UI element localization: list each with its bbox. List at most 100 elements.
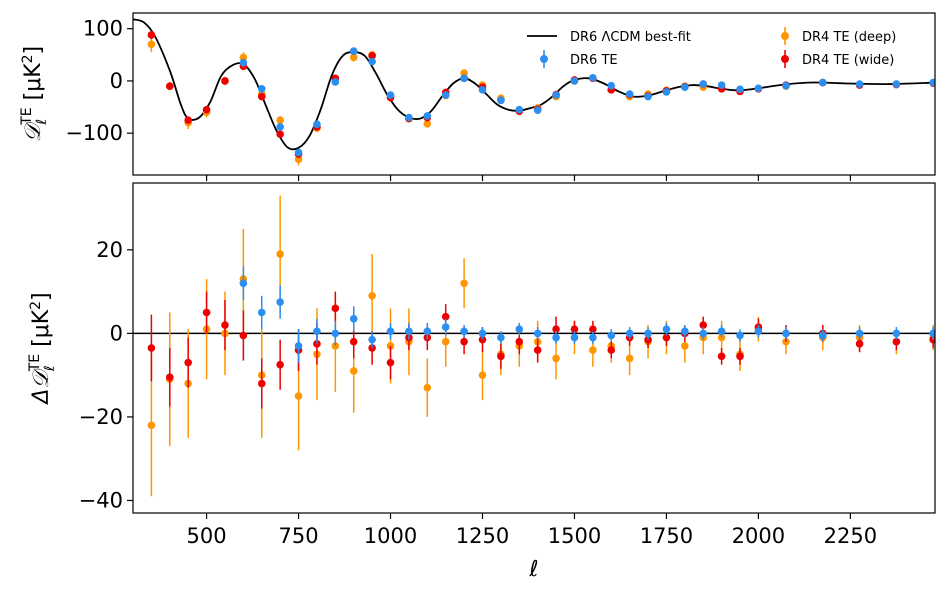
bottom-ylabel-close: ] — [29, 292, 54, 301]
bottom-point-dr4-te-wide — [147, 344, 156, 352]
bottom-point-dr4-te-wide — [257, 379, 266, 388]
legend-marker-wide — [781, 55, 789, 63]
legend: DR6 ΛCDM best-fit DR4 TE (deep) DR6 TE D… — [527, 27, 896, 68]
bottom-point-dr6-te — [625, 329, 634, 338]
bottom-point-dr4-te-deep — [147, 421, 156, 430]
top-y-tick-label: 100 — [83, 17, 123, 41]
bottom-point-dr4-te-deep — [717, 333, 726, 342]
bottom-point-dr4-te-deep — [294, 392, 303, 400]
bottom-point-dr6-te — [478, 329, 487, 338]
top-point-dr4-te-deep — [349, 53, 358, 62]
bottom-panel: 20 0 −20 −40 500 750 1000 1250 1500 1750 2000 2250… — [27, 182, 936, 582]
bottom-point-dr6-te — [681, 327, 689, 336]
top-point-dr6-te — [349, 47, 358, 55]
bottom-point-dr4-te-wide — [855, 340, 864, 348]
legend-label-dr6: DR6 TE — [570, 53, 618, 68]
top-point-dr4-te-deep — [147, 40, 156, 49]
bottom-point-dr6-te — [607, 331, 616, 340]
top-point-dr6-te — [294, 148, 303, 157]
bottom-point-dr4-te-wide — [313, 340, 321, 348]
top-point-dr4-te-wide — [184, 116, 192, 124]
legend-label-wide: DR4 TE (wide) — [802, 53, 894, 68]
bottom-point-dr4-te-wide — [202, 308, 211, 317]
bottom-point-dr4-te-wide — [717, 352, 726, 361]
bottom-point-dr4-te-wide — [331, 304, 340, 313]
top-point-dr6-te — [533, 106, 542, 114]
bottom-point-dr6-te — [441, 323, 450, 331]
bottom-point-dr6-te — [552, 333, 560, 342]
top-ylabel-sup: TE — [19, 107, 35, 125]
bottom-point-dr4-te-wide — [165, 373, 174, 382]
bottom-point-dr4-te-wide — [184, 358, 192, 367]
bottom-point-dr6-te — [257, 308, 266, 317]
top-ylabel-main: 𝒟 — [21, 120, 46, 142]
bottom-x-tick-label: 1500 — [548, 524, 601, 548]
top-ylabel-sub: ℓ — [34, 119, 50, 126]
top-point-dr4-te-wide — [257, 92, 266, 101]
bottom-point-dr4-te-wide — [441, 312, 450, 321]
bottom-point-dr4-te-wide — [892, 337, 901, 346]
bottom-x-tick-label: 1250 — [456, 524, 509, 548]
top-y-tick-label: 0 — [110, 69, 123, 93]
top-point-dr4-te-wide — [276, 130, 284, 139]
bottom-point-dr4-te-wide — [497, 352, 505, 361]
bottom-x-tick-label: 1750 — [640, 524, 693, 548]
bottom-point-dr6-te — [929, 329, 935, 338]
bottom-point-dr4-te-wide — [276, 360, 284, 369]
bottom-point-dr6-te — [855, 329, 864, 338]
bottom-point-dr4-te-deep — [368, 291, 376, 300]
bottom-x-tick-label: 2250 — [824, 524, 877, 548]
bottom-y-tick-label: −40 — [79, 488, 123, 512]
bottom-point-dr4-te-wide — [736, 352, 744, 361]
bottom-point-dr6-te — [717, 327, 726, 336]
bottom-x-tick-label: 2000 — [732, 524, 785, 548]
top-point-dr4-te-deep — [239, 53, 248, 62]
top-point-dr6-te — [754, 84, 763, 93]
top-point-dr4-te-wide — [165, 82, 174, 90]
bottom-point-dr4-te-deep — [423, 383, 432, 392]
top-point-dr6-te — [589, 74, 597, 82]
top-point-dr6-te — [570, 77, 579, 85]
top-panel: 100 0 −100 𝒟ℓTE [μK2] DR6 ΛCDM best-fit DR… — [19, 12, 936, 181]
bottom-point-dr6-te — [460, 327, 468, 336]
bottom-point-dr4-te-wide — [662, 333, 671, 342]
bottom-point-dr6-te — [589, 333, 597, 342]
bottom-point-dr4-te-wide — [221, 321, 229, 329]
top-ylabel-unit-sup: 2 — [20, 54, 36, 63]
top-point-dr6-te — [405, 113, 413, 122]
top-point-dr4-te-wide — [368, 52, 376, 60]
bottom-point-dr4-te-wide — [386, 358, 395, 367]
bottom-point-dr4-te-deep — [552, 354, 560, 363]
bottom-y-tick-label: −20 — [79, 405, 123, 429]
bottom-point-dr6-te — [313, 327, 321, 336]
bottom-point-dr6-te — [644, 329, 652, 338]
top-point-dr6-te — [717, 81, 726, 89]
bottom-point-dr6-te — [386, 327, 395, 336]
bottom-point-dr4-te-wide — [515, 337, 524, 346]
bottom-ylabel-sub: ℓ — [42, 365, 58, 372]
bottom-point-dr4-te-wide — [589, 325, 597, 334]
top-point-dr6-te — [607, 81, 616, 90]
top-point-dr6-te — [497, 96, 505, 105]
top-point-dr6-te — [257, 84, 266, 93]
top-point-dr6-te — [239, 58, 248, 67]
bottom-y-tick-label: 0 — [110, 321, 123, 345]
top-point-dr4-te-deep — [294, 155, 303, 164]
top-point-dr4-te-wide — [221, 77, 229, 85]
top-point-dr6-te — [368, 57, 376, 66]
bottom-ylabel-unit-sup: 2 — [28, 301, 44, 310]
bottom-y-axis-label: Δ𝒟ℓTE [μK2] — [27, 292, 58, 405]
bottom-point-dr6-te — [662, 325, 671, 334]
bottom-point-dr6-te — [754, 327, 763, 336]
top-point-dr6-te — [644, 92, 652, 101]
top-point-dr6-te — [892, 80, 901, 88]
top-point-dr6-te — [460, 74, 468, 83]
top-point-dr4-te-deep — [460, 69, 468, 77]
legend-marker-dr6 — [540, 55, 548, 63]
top-point-dr6-te — [929, 78, 935, 87]
bottom-point-dr4-te-deep — [276, 250, 284, 258]
bottom-point-dr6-te — [423, 327, 432, 336]
bottom-point-dr4-te-wide — [607, 346, 616, 354]
top-point-dr6-te — [681, 83, 689, 92]
